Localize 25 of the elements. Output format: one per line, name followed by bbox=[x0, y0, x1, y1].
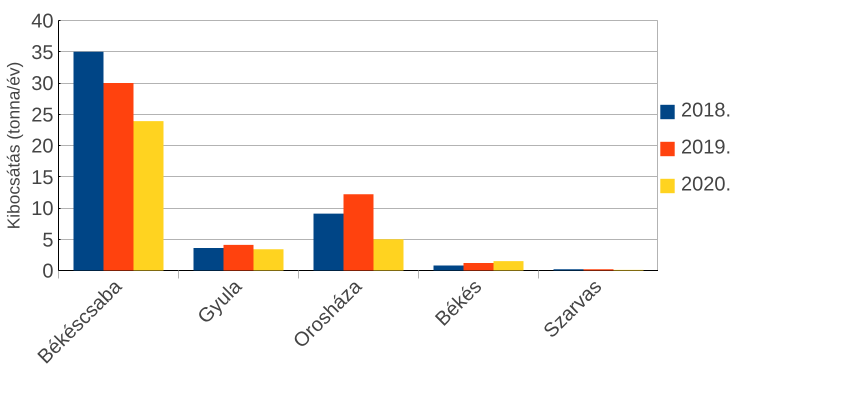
y-tick-label: 40 bbox=[31, 10, 54, 32]
bar bbox=[74, 52, 104, 270]
bar bbox=[314, 214, 344, 270]
bar bbox=[104, 83, 134, 270]
bar bbox=[344, 194, 374, 270]
bar bbox=[254, 249, 284, 270]
bar bbox=[134, 121, 164, 270]
legend-label: 2020. bbox=[681, 174, 732, 196]
bar bbox=[464, 263, 494, 270]
bar bbox=[434, 266, 464, 270]
y-tick-label: 25 bbox=[31, 104, 54, 126]
y-tick-label: 5 bbox=[42, 229, 54, 252]
legend-label: 2018. bbox=[681, 100, 732, 122]
bar bbox=[494, 261, 524, 270]
legend-label: 2019. bbox=[681, 136, 732, 160]
y-tick-label: 10 bbox=[31, 198, 54, 220]
bar bbox=[194, 248, 224, 270]
y-axis-title: Kibocsátás (tonna/év) bbox=[3, 62, 24, 230]
bar bbox=[224, 244, 254, 270]
y-tick-label: 35 bbox=[31, 42, 54, 64]
y-tick-label: 20 bbox=[31, 136, 54, 158]
y-tick-label: 15 bbox=[31, 166, 54, 189]
bar bbox=[374, 239, 404, 270]
y-tick-label: 30 bbox=[31, 73, 54, 95]
y-tick-label: 0 bbox=[42, 260, 54, 282]
